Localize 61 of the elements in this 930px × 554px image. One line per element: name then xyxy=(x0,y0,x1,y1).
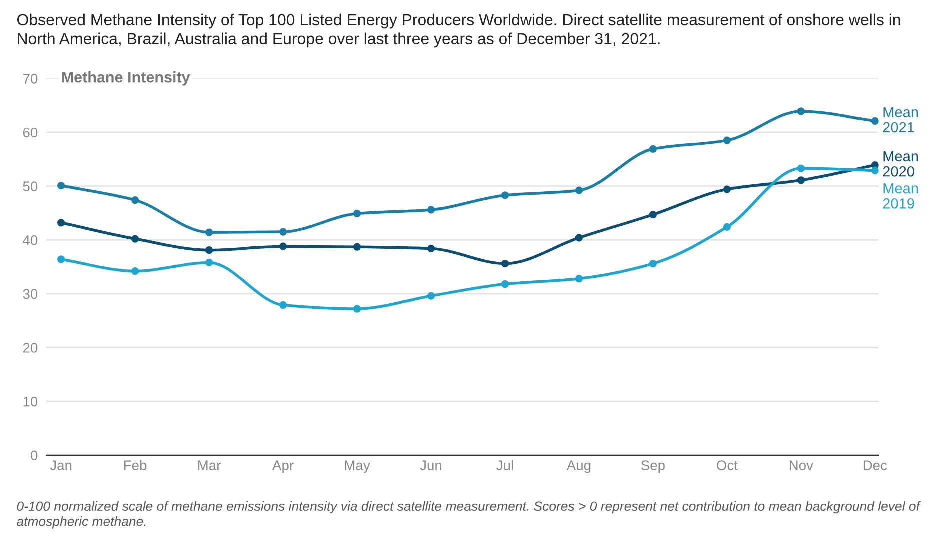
point xyxy=(205,228,214,236)
x-tick-label: Sep xyxy=(641,460,665,474)
point xyxy=(649,260,658,268)
point xyxy=(723,136,731,144)
x-tick-label: May xyxy=(345,460,370,474)
y-tick-label: 50 xyxy=(23,182,38,192)
point xyxy=(279,301,288,310)
point xyxy=(131,268,140,276)
y-tick-label: 20 xyxy=(23,343,38,353)
point xyxy=(723,186,731,194)
point xyxy=(353,305,362,313)
point xyxy=(427,244,436,253)
point xyxy=(797,176,805,184)
point xyxy=(279,242,288,250)
point xyxy=(797,164,805,172)
y-tick-label: 0 xyxy=(30,450,38,461)
y-tick-label: 30 xyxy=(23,289,38,300)
x-tick-label: Jul xyxy=(496,460,514,470)
y-tick-label: 70 xyxy=(23,74,38,84)
point xyxy=(279,228,288,236)
point xyxy=(649,145,658,153)
point xyxy=(723,223,731,232)
point xyxy=(501,260,510,268)
x-tick-label: Apr xyxy=(272,460,294,474)
point xyxy=(131,235,140,243)
point xyxy=(575,234,584,242)
y-tick-label: 10 xyxy=(24,396,38,407)
point xyxy=(205,258,214,267)
x-tick-label: Feb xyxy=(124,460,147,470)
x-tick-label: Jan xyxy=(50,460,72,470)
x-tick-label: Oct xyxy=(717,460,738,470)
point xyxy=(575,275,584,283)
point xyxy=(871,117,879,126)
point xyxy=(57,219,66,227)
point xyxy=(427,206,436,214)
point xyxy=(57,256,66,264)
x-tick-label: Dec xyxy=(864,460,888,470)
y-axis-title: Methane Intensity xyxy=(62,72,190,86)
point xyxy=(871,166,879,175)
point xyxy=(353,243,362,251)
point xyxy=(131,196,140,204)
point xyxy=(501,192,510,200)
point xyxy=(353,210,362,218)
x-tick-label: Nov xyxy=(790,460,814,470)
series-label: Mean 2021 xyxy=(883,107,918,133)
point xyxy=(797,108,805,116)
series-label: Mean 2019 xyxy=(883,183,918,209)
chart-title: Observed Methane Intensity of Top 100 Listed Energy Producers Worldwide. Direct satellite measurement of onshore wells in North America, Brazil, Australia and Europe over last three years as of December 31, 2021. xyxy=(17,14,900,48)
x-tick-label: Aug xyxy=(566,460,591,474)
point xyxy=(427,292,436,300)
point xyxy=(57,182,66,190)
point xyxy=(205,246,214,254)
point xyxy=(501,280,510,288)
y-tick-label: 40 xyxy=(23,235,38,246)
x-tick-label: Jun xyxy=(420,460,442,470)
text: 0-100 normalized scale of methane emissions intensity via direct satellite measurement. Scores > 0 represent net contribution to mean background level of atmospheric methane. xyxy=(17,501,922,529)
point xyxy=(649,211,658,219)
y-tick-label: 60 xyxy=(23,128,38,138)
x-tick-label: Mar xyxy=(198,460,221,470)
point xyxy=(575,186,584,194)
series-label: Mean 2020 xyxy=(883,151,918,177)
